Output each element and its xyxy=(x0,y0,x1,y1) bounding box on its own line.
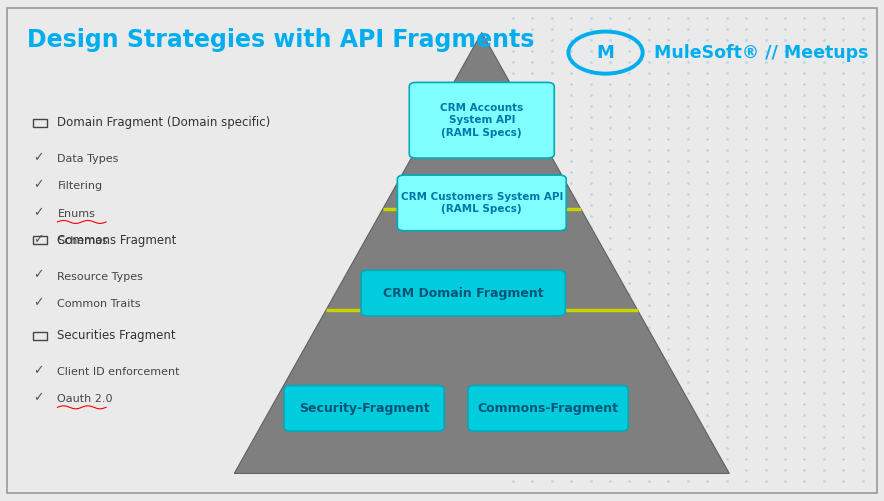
Text: Client ID enforcement: Client ID enforcement xyxy=(57,367,180,377)
Text: ✓: ✓ xyxy=(33,391,43,404)
FancyBboxPatch shape xyxy=(409,82,554,158)
Text: Schemas: Schemas xyxy=(57,236,108,246)
Text: Commons-Fragment: Commons-Fragment xyxy=(477,402,619,415)
FancyBboxPatch shape xyxy=(469,386,628,431)
Text: CRM Domain Fragment: CRM Domain Fragment xyxy=(383,287,544,300)
Text: CRM Accounts
System API
(RAML Specs): CRM Accounts System API (RAML Specs) xyxy=(440,103,523,138)
Text: Domain Fragment (Domain specific): Domain Fragment (Domain specific) xyxy=(57,116,271,129)
Text: ✓: ✓ xyxy=(33,151,43,164)
Text: ✓: ✓ xyxy=(33,178,43,191)
Text: Security-Fragment: Security-Fragment xyxy=(299,402,430,415)
Text: ✓: ✓ xyxy=(33,206,43,219)
Text: Securities Fragment: Securities Fragment xyxy=(57,329,176,342)
Text: ✓: ✓ xyxy=(33,269,43,282)
Text: Filtering: Filtering xyxy=(57,181,103,191)
Polygon shape xyxy=(234,33,729,473)
Text: Resource Types: Resource Types xyxy=(57,272,143,282)
Text: Enums: Enums xyxy=(57,209,95,219)
Text: Design Strategies with API Fragments: Design Strategies with API Fragments xyxy=(27,28,534,52)
FancyBboxPatch shape xyxy=(398,175,567,231)
Text: MuleSoft® // Meetups: MuleSoft® // Meetups xyxy=(654,44,869,62)
Text: Common Traits: Common Traits xyxy=(57,299,141,309)
Text: Data Types: Data Types xyxy=(57,154,118,164)
FancyBboxPatch shape xyxy=(362,271,566,316)
Text: Commons Fragment: Commons Fragment xyxy=(57,234,177,247)
Text: ✓: ✓ xyxy=(33,233,43,246)
Text: ✓: ✓ xyxy=(33,364,43,377)
Text: M: M xyxy=(597,44,614,62)
Text: CRM Customers System API
(RAML Specs): CRM Customers System API (RAML Specs) xyxy=(400,192,563,214)
FancyBboxPatch shape xyxy=(285,386,445,431)
Text: ✓: ✓ xyxy=(33,296,43,309)
Text: Oauth 2.0: Oauth 2.0 xyxy=(57,394,113,404)
